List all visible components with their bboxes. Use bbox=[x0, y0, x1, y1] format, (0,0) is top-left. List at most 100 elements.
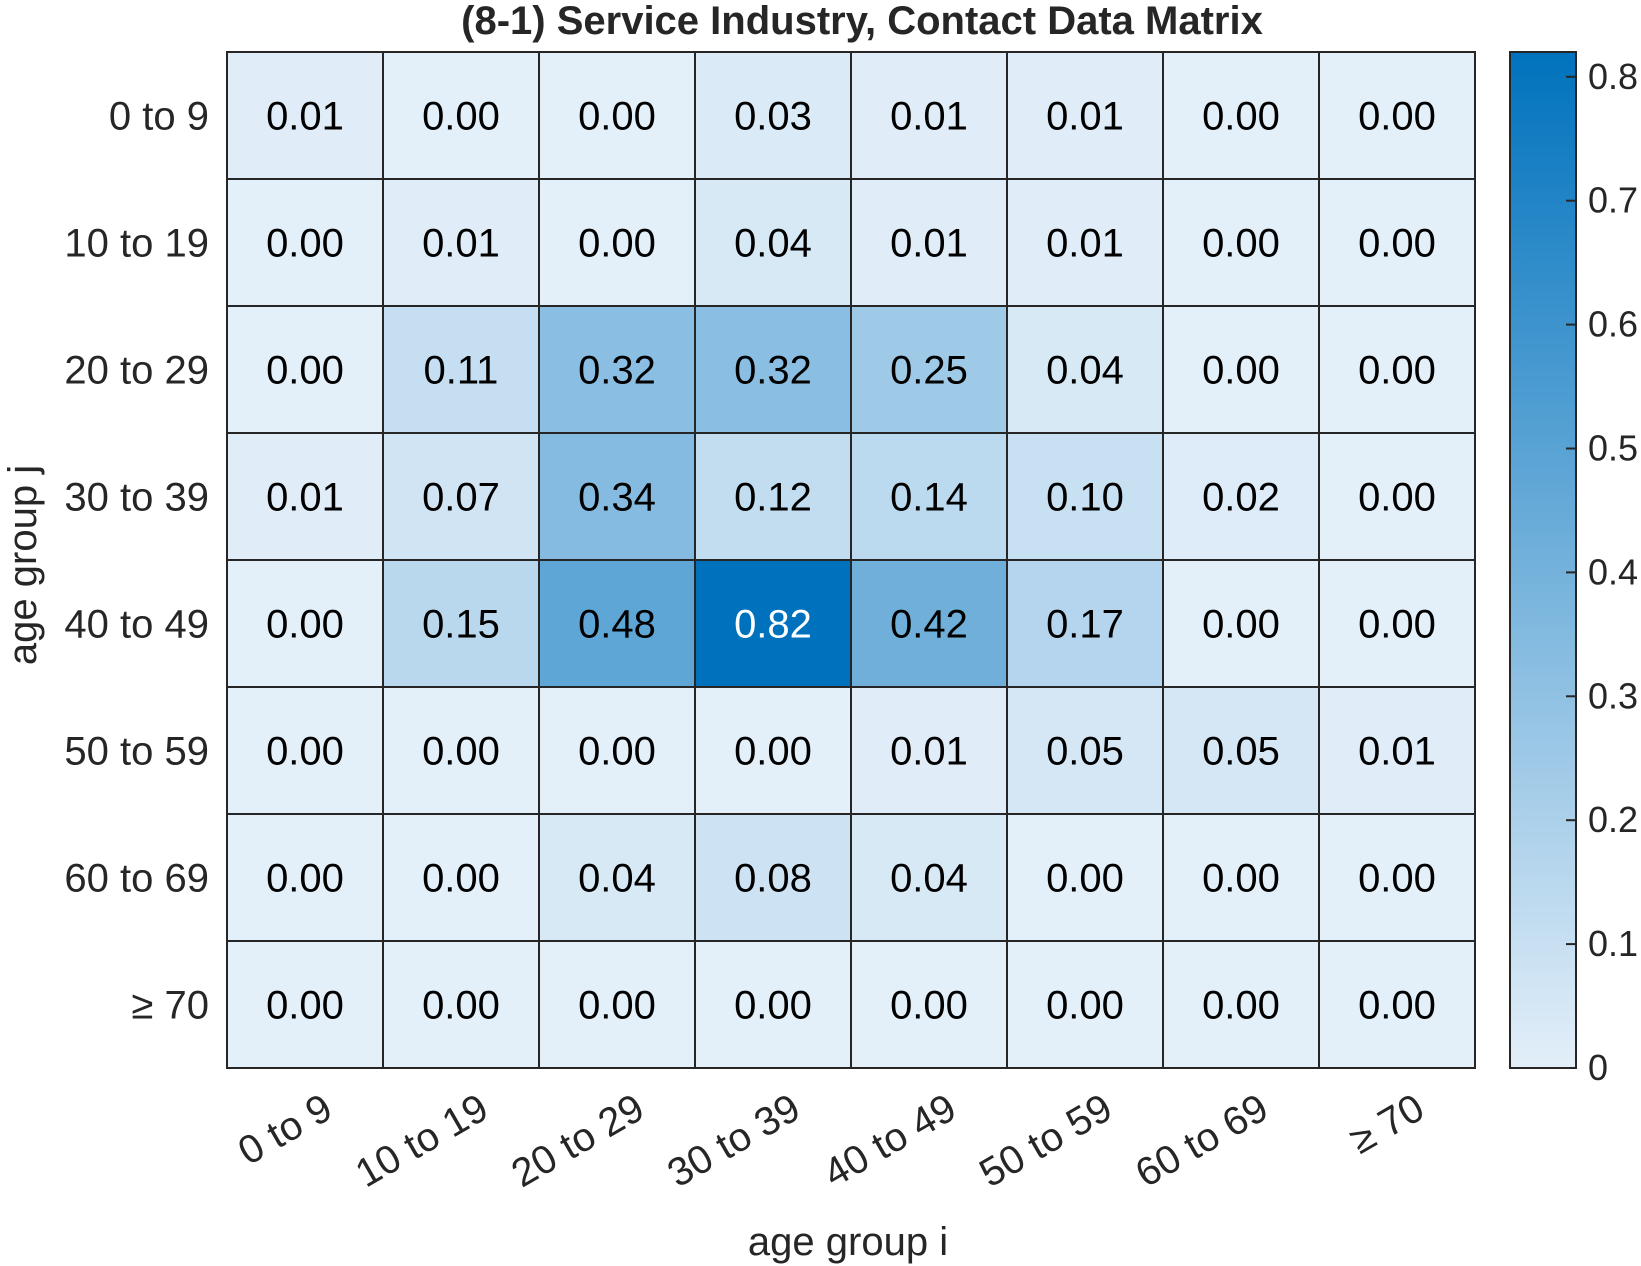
cell-value-label: 0.01 bbox=[266, 476, 344, 520]
cell-value-label: 0.01 bbox=[890, 730, 968, 774]
heatmap-cell bbox=[850, 940, 1008, 1069]
cell-value-label: 0.00 bbox=[1202, 95, 1280, 139]
cell-value-label: 0.10 bbox=[1046, 476, 1124, 520]
heatmap-cell bbox=[850, 432, 1008, 561]
heatmap-cell bbox=[694, 559, 852, 688]
heatmap-cell bbox=[382, 686, 540, 815]
heatmap-cell bbox=[382, 305, 540, 434]
cell-value-label: 0.00 bbox=[1358, 857, 1436, 901]
cell-value-label: 0.00 bbox=[1046, 857, 1124, 901]
y-tick-label: 20 to 29 bbox=[64, 349, 209, 393]
colorbar-tick-label: 0.4 bbox=[1588, 551, 1638, 592]
x-axis-label: age group i bbox=[748, 1220, 948, 1264]
heatmap-cell bbox=[226, 432, 384, 561]
cell-value-label: 0.00 bbox=[1358, 603, 1436, 647]
cell-value-label: 0.00 bbox=[734, 730, 812, 774]
cell-value-label: 0.82 bbox=[734, 603, 812, 647]
heatmap-cell bbox=[1318, 178, 1476, 307]
cell-value-label: 0.15 bbox=[422, 603, 500, 647]
cell-value-label: 0.00 bbox=[422, 857, 500, 901]
cell-value-label: 0.01 bbox=[266, 95, 344, 139]
cell-value-label: 0.05 bbox=[1046, 730, 1124, 774]
cell-value-label: 0.02 bbox=[1202, 476, 1280, 520]
y-tick-labels: 0 to 9 10 to 19 20 to 29 30 to 39 40 to 49 50… bbox=[64, 95, 209, 1028]
cell-value-label: 0.01 bbox=[422, 222, 500, 266]
heatmap-cell bbox=[1318, 51, 1476, 180]
x-tick-label: 30 to 39 bbox=[660, 1086, 807, 1196]
x-tick-label: 20 to 29 bbox=[504, 1086, 651, 1196]
heatmap-cell bbox=[538, 305, 696, 434]
chart-title: (8-1) Service Industry, Contact Data Mat… bbox=[461, 0, 1263, 43]
heatmap-cell bbox=[538, 940, 696, 1069]
heatmap-cell bbox=[1162, 305, 1320, 434]
cell-value-label: 0.00 bbox=[266, 222, 344, 266]
cell-value-label: 0.00 bbox=[1202, 857, 1280, 901]
cell-value-label: 0.04 bbox=[734, 222, 812, 266]
cell-value-label: 0.00 bbox=[422, 730, 500, 774]
cell-value-label: 0.01 bbox=[890, 222, 968, 266]
heatmap-cell bbox=[1162, 432, 1320, 561]
cell-value-label: 0.12 bbox=[734, 476, 812, 520]
cell-value-label: 0.14 bbox=[890, 476, 968, 520]
cell-value-label: 0.00 bbox=[1202, 222, 1280, 266]
heatmap-cell bbox=[1162, 813, 1320, 942]
heatmap-cell bbox=[1318, 305, 1476, 434]
heatmap-cell bbox=[1162, 686, 1320, 815]
y-tick-label: 10 to 19 bbox=[64, 222, 209, 266]
cell-value-label: 0.04 bbox=[1046, 349, 1124, 393]
cell-value-label: 0.00 bbox=[578, 730, 656, 774]
heatmap-cell bbox=[538, 813, 696, 942]
colorbar-tick-label: 0.2 bbox=[1588, 799, 1638, 840]
cell-value-label: 0.05 bbox=[1202, 730, 1280, 774]
heatmap-cell bbox=[1006, 813, 1164, 942]
x-tick-label: 0 to 9 bbox=[231, 1086, 340, 1174]
x-tick-labels: 0 to 9 10 to 19 20 to 29 30 to 39 40 to 49 50… bbox=[231, 1086, 1432, 1196]
colorbar-tick-label: 0.7 bbox=[1588, 180, 1638, 221]
heatmap-cell bbox=[226, 813, 384, 942]
y-tick-label: 30 to 39 bbox=[64, 476, 209, 520]
heatmap-cell bbox=[538, 559, 696, 688]
heatmap-cell bbox=[694, 178, 852, 307]
cell-value-label: 0.04 bbox=[890, 857, 968, 901]
heatmap-cell bbox=[850, 813, 1008, 942]
cell-value-label: 0.32 bbox=[578, 349, 656, 393]
heatmap-cell bbox=[1006, 559, 1164, 688]
cell-value-label: 0.11 bbox=[424, 349, 499, 393]
x-tick-label: 60 to 69 bbox=[1128, 1086, 1275, 1196]
cell-value-label: 0.42 bbox=[890, 603, 968, 647]
cell-value-label: 0.32 bbox=[734, 349, 812, 393]
heatmap-cell bbox=[1006, 305, 1164, 434]
cell-value-label: 0.01 bbox=[1046, 222, 1124, 266]
y-axis-label: age group j bbox=[1, 465, 45, 665]
heatmap-cell bbox=[538, 432, 696, 561]
heatmap-cell bbox=[226, 51, 384, 180]
heatmap-cell bbox=[1162, 559, 1320, 688]
heatmap-cell bbox=[382, 813, 540, 942]
heatmap-cell bbox=[694, 432, 852, 561]
cell-value-label: 0.00 bbox=[422, 984, 500, 1028]
colorbar-tick-label: 0.3 bbox=[1588, 675, 1638, 716]
heatmap-cell bbox=[1318, 559, 1476, 688]
heatmap-cell bbox=[850, 686, 1008, 815]
y-tick-label: ≥ 70 bbox=[131, 984, 209, 1028]
cell-value-label: 0.00 bbox=[1358, 349, 1436, 393]
heatmap-cell bbox=[694, 940, 852, 1069]
heatmap-cell bbox=[382, 940, 540, 1069]
y-tick-label: 60 to 69 bbox=[64, 857, 209, 901]
colorbar-tick-label: 0 bbox=[1588, 1047, 1608, 1088]
cell-value-label: 0.25 bbox=[890, 349, 968, 393]
heatmap-cell bbox=[694, 305, 852, 434]
cell-value-label: 0.07 bbox=[422, 476, 500, 520]
cell-value-label: 0.00 bbox=[1358, 476, 1436, 520]
cell-value-label: 0.00 bbox=[266, 984, 344, 1028]
cell-value-label: 0.00 bbox=[266, 349, 344, 393]
heatmap-cell bbox=[538, 51, 696, 180]
cell-value-label: 0.04 bbox=[578, 857, 656, 901]
colorbar-tick-label: 0.5 bbox=[1588, 427, 1638, 468]
cell-value-label: 0.01 bbox=[890, 95, 968, 139]
cell-value-label: 0.08 bbox=[734, 857, 812, 901]
cell-value-label: 0.00 bbox=[1358, 222, 1436, 266]
cell-value-label: 0.00 bbox=[1358, 984, 1436, 1028]
colorbar-tick-label: 0.6 bbox=[1588, 304, 1638, 345]
